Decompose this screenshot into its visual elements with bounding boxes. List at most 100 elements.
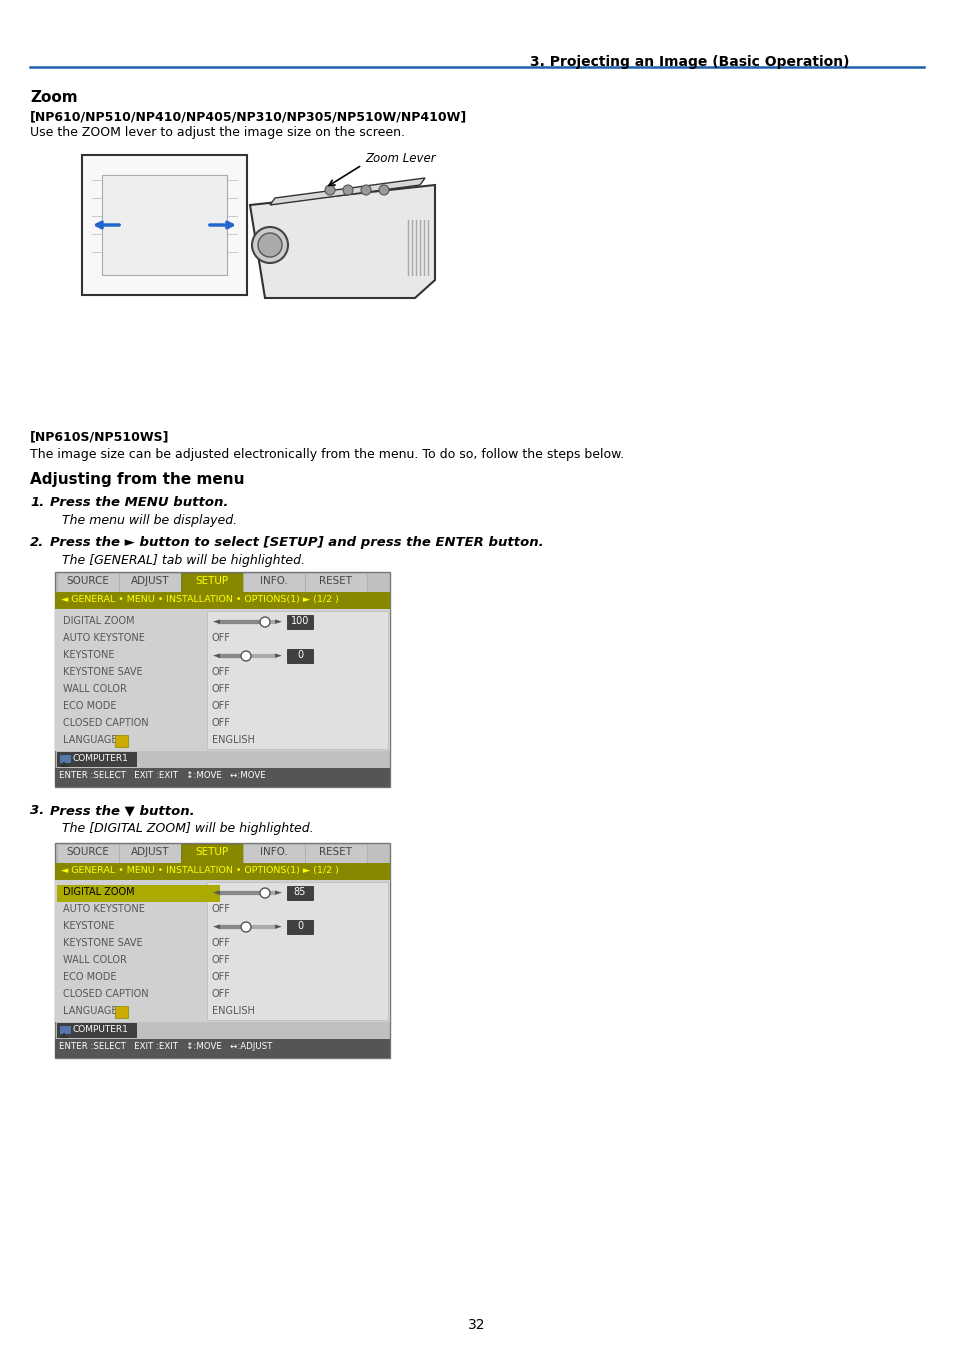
Bar — [55, 1039, 390, 1058]
Text: 2.: 2. — [30, 537, 44, 549]
Text: 0: 0 — [296, 921, 303, 931]
Text: OFF: OFF — [212, 905, 231, 914]
Text: The [DIGITAL ZOOM] will be highlighted.: The [DIGITAL ZOOM] will be highlighted. — [62, 822, 314, 834]
Text: ►: ► — [274, 651, 281, 661]
Text: 100: 100 — [291, 616, 309, 625]
Text: CLOSED CAPTION: CLOSED CAPTION — [63, 718, 149, 728]
Text: OFF: OFF — [212, 683, 231, 694]
Text: LANGUAGE: LANGUAGE — [63, 735, 117, 745]
Bar — [119, 573, 181, 592]
Text: SETUP: SETUP — [195, 576, 229, 586]
Text: 32: 32 — [468, 1318, 485, 1332]
Text: Use the ZOOM lever to adjust the image size on the screen.: Use the ZOOM lever to adjust the image s… — [30, 125, 405, 139]
Text: 85: 85 — [294, 887, 306, 896]
Text: OFF: OFF — [212, 634, 231, 643]
Text: OFF: OFF — [212, 989, 231, 999]
Bar — [181, 844, 243, 863]
Text: 0: 0 — [296, 650, 303, 661]
Text: KEYSTONE SAVE: KEYSTONE SAVE — [63, 667, 143, 677]
Text: INFO.: INFO. — [260, 847, 288, 857]
Text: [NP610S/NP510WS]: [NP610S/NP510WS] — [30, 430, 170, 443]
Bar — [55, 863, 390, 880]
Circle shape — [241, 651, 251, 661]
Bar — [55, 880, 390, 1022]
Bar — [305, 573, 367, 592]
Text: 3.: 3. — [30, 803, 44, 817]
Text: ◄ GENERAL • MENU • INSTALLATION • OPTIONS(1) ► (1/2 ): ◄ GENERAL • MENU • INSTALLATION • OPTION… — [61, 594, 338, 604]
Text: ◄: ◄ — [213, 888, 219, 896]
Bar — [55, 842, 390, 1058]
Bar — [57, 573, 119, 592]
Circle shape — [378, 185, 389, 195]
Text: 3. Projecting an Image (Basic Operation): 3. Projecting an Image (Basic Operation) — [530, 55, 848, 69]
Text: Adjusting from the menu: Adjusting from the menu — [30, 472, 244, 487]
Circle shape — [252, 226, 288, 263]
Bar — [243, 573, 305, 592]
Circle shape — [241, 922, 251, 931]
Bar — [59, 1024, 71, 1034]
Text: ENTER :SELECT   EXIT :EXIT   ↕:MOVE   ↔:MOVE: ENTER :SELECT EXIT :EXIT ↕:MOVE ↔:MOVE — [59, 771, 266, 780]
Text: ADJUST: ADJUST — [131, 847, 169, 857]
Bar — [59, 754, 71, 763]
Bar — [243, 844, 305, 863]
Text: KEYSTONE: KEYSTONE — [63, 650, 114, 661]
Text: DIGITAL ZOOM: DIGITAL ZOOM — [63, 616, 134, 625]
Circle shape — [257, 233, 282, 257]
Text: [NP610/NP510/NP410/NP405/NP310/NP305/NP510W/NP410W]: [NP610/NP510/NP410/NP405/NP310/NP305/NP5… — [30, 111, 467, 123]
Bar — [305, 844, 367, 863]
Circle shape — [260, 888, 270, 898]
Text: Press the MENU button.: Press the MENU button. — [50, 496, 228, 510]
Bar — [207, 882, 388, 1020]
Text: COMPUTER1: COMPUTER1 — [73, 754, 129, 763]
Bar — [55, 768, 390, 787]
Text: DIGITAL ZOOM: DIGITAL ZOOM — [63, 887, 134, 896]
Text: 1.: 1. — [30, 496, 44, 510]
Bar — [119, 844, 181, 863]
Text: ►: ► — [274, 922, 281, 931]
Text: AUTO KEYSTONE: AUTO KEYSTONE — [63, 905, 145, 914]
Text: The [GENERAL] tab will be highlighted.: The [GENERAL] tab will be highlighted. — [62, 554, 305, 568]
Bar — [287, 886, 313, 900]
Text: ENGLISH: ENGLISH — [212, 1006, 254, 1016]
Text: Press the ► button to select [SETUP] and press the ENTER button.: Press the ► button to select [SETUP] and… — [50, 537, 543, 549]
Text: OFF: OFF — [212, 972, 231, 981]
Bar — [82, 155, 247, 295]
Bar — [287, 648, 313, 663]
Text: ENGLISH: ENGLISH — [212, 735, 254, 745]
Text: ◄: ◄ — [213, 922, 219, 931]
Bar — [57, 886, 220, 902]
Text: OFF: OFF — [212, 718, 231, 728]
Text: RESET: RESET — [319, 847, 352, 857]
Text: KEYSTONE SAVE: KEYSTONE SAVE — [63, 938, 143, 948]
Text: ►: ► — [274, 617, 281, 625]
Text: WALL COLOR: WALL COLOR — [63, 954, 127, 965]
Text: Zoom: Zoom — [30, 90, 77, 105]
Bar — [287, 615, 313, 630]
Text: AUTO KEYSTONE: AUTO KEYSTONE — [63, 634, 145, 643]
Text: Zoom Lever: Zoom Lever — [365, 152, 436, 164]
Text: ENTER :SELECT   EXIT :EXIT   ↕:MOVE   ↔:ADJUST: ENTER :SELECT EXIT :EXIT ↕:MOVE ↔:ADJUST — [59, 1042, 273, 1051]
Bar — [57, 1023, 137, 1038]
Text: RESET: RESET — [319, 576, 352, 586]
Polygon shape — [270, 178, 424, 205]
Text: ECO MODE: ECO MODE — [63, 701, 116, 710]
Text: The image size can be adjusted electronically from the menu. To do so, follow th: The image size can be adjusted electroni… — [30, 448, 623, 461]
Text: OFF: OFF — [212, 701, 231, 710]
Text: WALL COLOR: WALL COLOR — [63, 683, 127, 694]
Bar — [115, 1006, 128, 1018]
Text: KEYSTONE: KEYSTONE — [63, 921, 114, 931]
Circle shape — [360, 185, 371, 195]
Bar — [102, 175, 227, 275]
Text: ADJUST: ADJUST — [131, 576, 169, 586]
Bar — [55, 592, 390, 609]
Circle shape — [260, 617, 270, 627]
Bar — [55, 609, 390, 751]
Text: ◄ GENERAL • MENU • INSTALLATION • OPTIONS(1) ► (1/2 ): ◄ GENERAL • MENU • INSTALLATION • OPTION… — [61, 865, 338, 875]
Text: COMPUTER1: COMPUTER1 — [73, 1024, 129, 1034]
Text: INFO.: INFO. — [260, 576, 288, 586]
Circle shape — [343, 185, 353, 195]
Bar — [287, 919, 313, 934]
Text: OFF: OFF — [212, 938, 231, 948]
Bar — [57, 752, 137, 767]
Text: SOURCE: SOURCE — [67, 576, 110, 586]
